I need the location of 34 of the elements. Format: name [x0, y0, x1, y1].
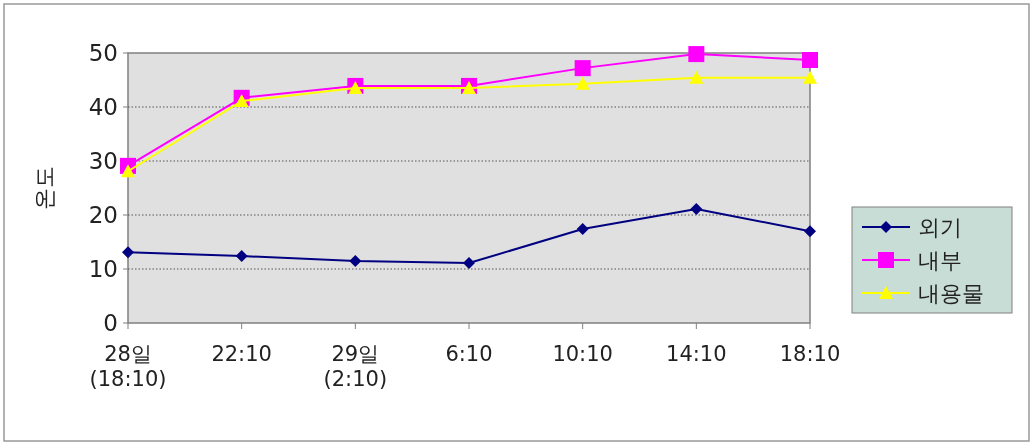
point [575, 76, 590, 90]
point [690, 203, 703, 216]
point [576, 223, 589, 236]
y-tick-label: 40 [88, 94, 118, 120]
x-tick-label: 14:10 [666, 342, 727, 366]
point [122, 246, 134, 259]
x-tick-label: 29일 (2:10) [323, 342, 388, 392]
legend-label: 내용물 [918, 281, 984, 306]
x-tick-label: 28일 (18:10) [89, 342, 167, 392]
point [235, 250, 248, 263]
point [121, 164, 135, 178]
y-tick-label: 30 [88, 148, 118, 174]
x-tick-label: 6:10 [445, 342, 493, 366]
point [803, 70, 817, 84]
x-tick-label: 18:10 [779, 342, 841, 366]
point [689, 70, 704, 84]
point [804, 225, 816, 238]
point [688, 46, 705, 63]
x-tick-label: 10:10 [552, 342, 613, 366]
x-tick-label: 22:10 [211, 342, 272, 366]
legend-label: 내부 [918, 248, 962, 273]
y-tick-label: 0 [103, 310, 118, 336]
legend-label: 외기 [918, 215, 962, 240]
y-tick-label: 10 [88, 256, 118, 282]
point [349, 254, 362, 267]
point [462, 81, 476, 95]
y-axis-title: 온도 [32, 166, 57, 210]
y-tick-label: 20 [88, 202, 118, 228]
point [234, 94, 249, 108]
y-tick-label: 50 [88, 40, 118, 66]
point [574, 60, 591, 77]
point [348, 81, 363, 95]
point [463, 257, 475, 270]
point [802, 52, 818, 69]
